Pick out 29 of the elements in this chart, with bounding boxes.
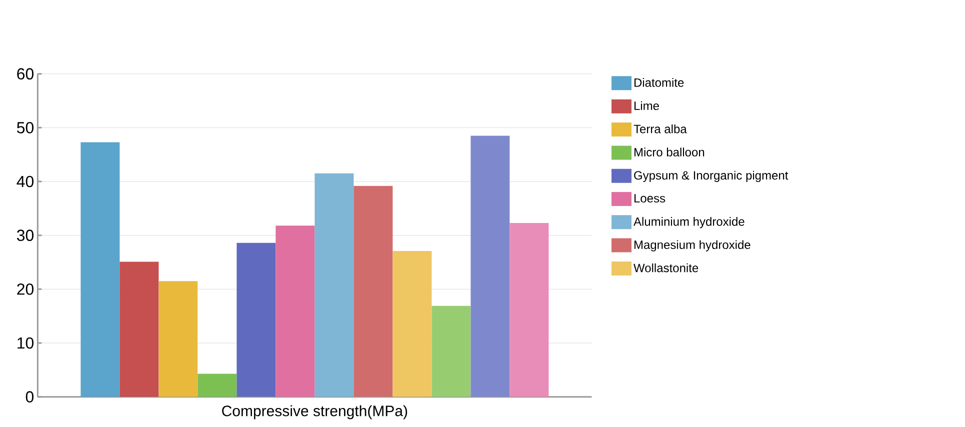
bar [120,262,159,397]
bar [158,281,198,397]
legend-label: Gypsum & Inorganic pigment [634,170,788,182]
y-tick-label: 20 [17,284,34,295]
legend-label: Diatomite [634,78,684,87]
bar [470,136,510,397]
legend-label: Micro balloon [634,148,704,156]
y-tick-label: 40 [16,176,34,188]
legend-label: Wollastonite [634,263,698,272]
legend-label: Loess [634,194,666,203]
legend-label: Terra alba [634,124,687,134]
y-tick-label: 10 [18,337,34,349]
bar [432,306,471,397]
legend-label: Aluminium hydroxide [634,217,744,228]
legend-label: Lime [634,101,659,110]
bar [236,242,276,397]
x-axis-title: Compressive strength(MPa) [222,405,408,420]
legend-label: Magnesium hydroxide [634,240,750,252]
bar [392,250,432,397]
y-tick-label: 30 [16,230,34,242]
bar [314,173,354,397]
bar [276,226,315,397]
y-tick-label: 50 [17,122,34,134]
y-tick-label: 60 [17,68,34,80]
bar [198,374,237,397]
bar [354,186,393,397]
bar [80,142,120,397]
bar [510,222,549,397]
y-tick-label: 0 [26,391,34,403]
